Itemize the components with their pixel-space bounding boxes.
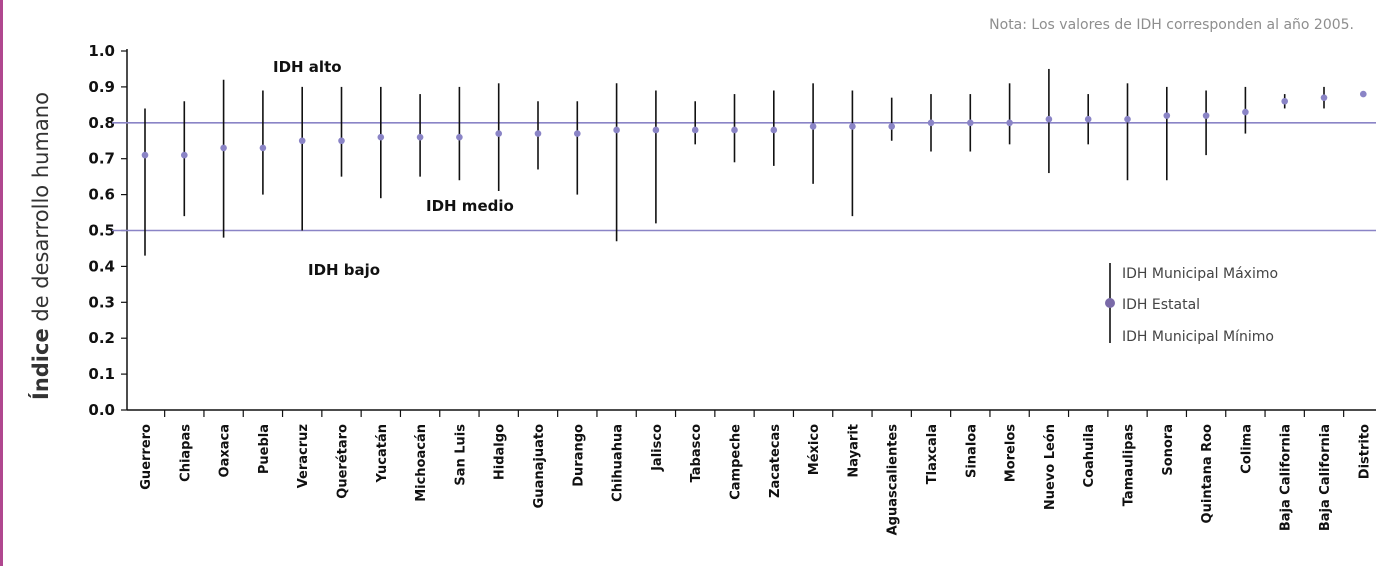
x-tick-label: Tabasco bbox=[689, 424, 704, 482]
state-point bbox=[1084, 115, 1092, 123]
state-point bbox=[1045, 115, 1053, 123]
x-tick-label: Guerrero bbox=[139, 424, 154, 490]
y-tick-label: 0.5 bbox=[88, 222, 115, 240]
x-tick-label: Guanajuato bbox=[532, 424, 547, 508]
state-point bbox=[141, 151, 149, 159]
y-tick-label: 0.3 bbox=[88, 293, 115, 311]
y-axis-label: Índice de desarrollo humano bbox=[28, 92, 53, 400]
zone-label-low: IDH bajo bbox=[308, 261, 380, 279]
legend-state-point bbox=[1105, 298, 1115, 308]
page-border bbox=[0, 0, 3, 566]
y-axis-label-bold: Índice bbox=[28, 328, 53, 400]
state-point bbox=[731, 126, 738, 134]
x-tick-label: Yucatán bbox=[375, 424, 390, 483]
chart-note: Nota: Los valores de IDH corresponden al… bbox=[989, 17, 1354, 33]
y-tick-label: 0.4 bbox=[88, 257, 115, 275]
x-tick-label: Durango bbox=[571, 424, 586, 487]
x-tick-label: México bbox=[807, 424, 822, 475]
state-point bbox=[770, 126, 778, 134]
state-point bbox=[967, 119, 974, 127]
x-tick-label: Nuevo León bbox=[1043, 424, 1058, 510]
x-tick-label: Chihuahua bbox=[611, 424, 626, 502]
state-point bbox=[495, 130, 503, 137]
state-point bbox=[613, 126, 620, 134]
state-point bbox=[259, 144, 267, 152]
y-axis-label-rest: de desarrollo humano bbox=[29, 92, 53, 328]
x-tick-label: Sinaloa bbox=[964, 424, 979, 478]
x-tick-label: Querétaro bbox=[336, 424, 351, 499]
x-tick-label: Sonora bbox=[1161, 424, 1176, 476]
legend-state-label: IDH Estatal bbox=[1122, 297, 1200, 313]
x-tick-label: Nayarit bbox=[846, 424, 861, 478]
zone-label-medium: IDH medio bbox=[426, 197, 514, 215]
state-point bbox=[181, 151, 188, 159]
x-tick-label: Jalisco bbox=[650, 424, 665, 472]
x-tick-label: Baja California bbox=[1279, 424, 1294, 531]
state-point bbox=[849, 123, 856, 130]
state-point bbox=[456, 133, 463, 141]
y-tick-label: 0.1 bbox=[88, 365, 115, 383]
x-tick-label: Chiapas bbox=[178, 424, 193, 482]
state-point bbox=[574, 130, 581, 137]
state-point bbox=[1163, 112, 1171, 119]
state-point bbox=[220, 144, 227, 152]
x-tick-label: Quintana Roo bbox=[1200, 424, 1215, 523]
x-tick-label: Tamaulipas bbox=[1122, 424, 1137, 507]
y-tick-label: 0.9 bbox=[88, 78, 115, 96]
state-point bbox=[927, 119, 935, 127]
zone-label-high: IDH alto bbox=[273, 58, 342, 76]
x-tick-label: Puebla bbox=[257, 424, 272, 474]
y-tick-label: 1.0 bbox=[88, 42, 115, 60]
y-tick-label: 0.8 bbox=[88, 114, 115, 132]
x-tick-label: Campeche bbox=[729, 424, 744, 500]
x-tick-label: San Luis bbox=[453, 424, 468, 486]
y-tick-label: 0.2 bbox=[88, 329, 115, 347]
legend-min-label: IDH Municipal Mínimo bbox=[1122, 329, 1274, 345]
state-point bbox=[1360, 90, 1367, 98]
x-tick-label: Tlaxcala bbox=[925, 424, 940, 484]
x-tick-label: Colima bbox=[1239, 424, 1254, 474]
x-tick-label: Hidalgo bbox=[493, 424, 508, 480]
x-tick-label: Veracruz bbox=[296, 424, 311, 488]
state-point bbox=[888, 123, 895, 130]
x-tick-label: Morelos bbox=[1004, 424, 1019, 482]
state-point bbox=[1202, 112, 1210, 119]
x-tick-label: Distrito bbox=[1357, 424, 1372, 479]
state-point bbox=[338, 137, 345, 145]
state-point bbox=[534, 130, 542, 137]
x-tick-label: Michoacán bbox=[414, 424, 429, 502]
y-tick-label: 0.0 bbox=[88, 401, 115, 419]
x-tick-label: Zacatecas bbox=[768, 424, 783, 498]
state-point bbox=[1006, 119, 1013, 127]
x-tick-label: Aguascalientes bbox=[886, 424, 901, 536]
x-tick-label: Baja California bbox=[1318, 424, 1333, 531]
state-point bbox=[1124, 115, 1131, 123]
state-point bbox=[691, 126, 699, 134]
state-point bbox=[809, 123, 817, 130]
state-point bbox=[1281, 97, 1288, 105]
y-tick-label: 0.7 bbox=[88, 150, 115, 168]
legend-max-label: IDH Municipal Máximo bbox=[1122, 266, 1278, 282]
state-point bbox=[377, 133, 385, 141]
y-tick-label: 0.6 bbox=[88, 186, 115, 204]
x-tick-label: Oaxaca bbox=[218, 424, 233, 477]
state-point bbox=[1242, 108, 1249, 116]
state-point bbox=[1320, 94, 1328, 101]
state-point bbox=[298, 137, 306, 145]
state-point bbox=[416, 133, 424, 141]
state-point bbox=[652, 126, 660, 134]
x-tick-label: Coahuila bbox=[1082, 424, 1097, 487]
